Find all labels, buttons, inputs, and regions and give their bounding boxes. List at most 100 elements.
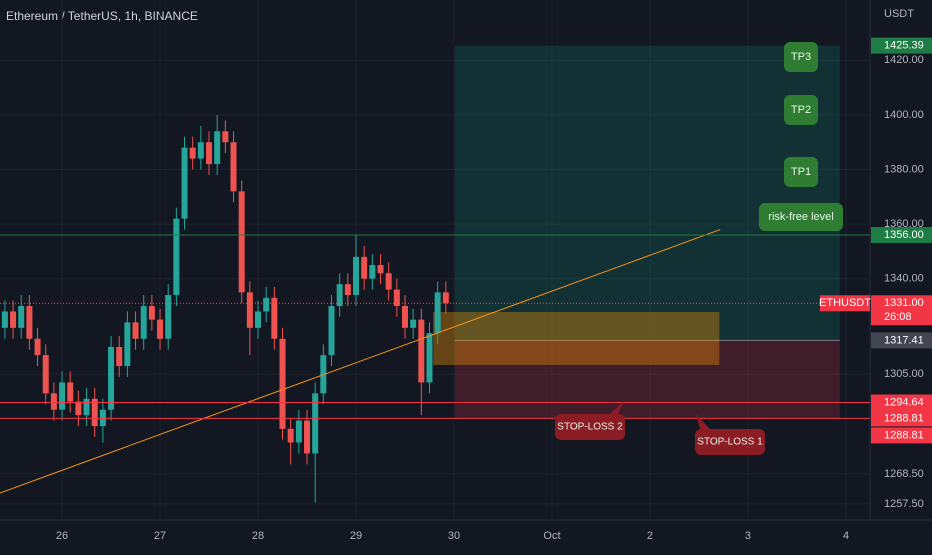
candle-body — [75, 401, 82, 416]
candle-body — [263, 297, 270, 312]
annotation-bubble — [784, 95, 818, 125]
annotation-label: risk-free level — [768, 211, 833, 223]
candle-body — [295, 420, 302, 443]
candle-body — [165, 295, 172, 339]
price-tag — [871, 37, 932, 54]
zone — [433, 312, 720, 365]
candle-body — [18, 305, 25, 328]
candle-body — [173, 218, 180, 296]
y-tick-label: 1340.00 — [884, 273, 924, 285]
annotation-bubble — [784, 157, 818, 187]
candle-body — [34, 338, 41, 356]
bubble-pointer — [696, 414, 710, 429]
candle-body — [157, 319, 164, 339]
y-tick-label: 1257.50 — [884, 498, 924, 510]
annotation-bubble — [695, 429, 765, 455]
chart-title: Ethereum / TetherUS, 1h, BINANCE — [6, 9, 198, 23]
price-tag — [871, 410, 932, 427]
symbol-label: ETHUSDT — [819, 297, 871, 309]
x-tick-label: 29 — [350, 530, 362, 542]
candle-body — [214, 131, 221, 165]
x-tick-label: 27 — [154, 530, 166, 542]
annotation-label: STOP-LOSS 2 — [557, 422, 623, 433]
candle-body — [353, 256, 360, 296]
candle-body — [434, 292, 441, 334]
candle-body — [140, 305, 147, 339]
candle-body — [50, 393, 57, 410]
price-tag — [871, 332, 932, 349]
candle-body — [116, 346, 123, 367]
countdown: 26:08 — [884, 311, 912, 323]
candle-body — [108, 346, 115, 410]
annotation-bubble — [784, 42, 818, 72]
candle-body — [255, 311, 262, 328]
x-tick-label: 3 — [745, 530, 751, 542]
candle-body — [312, 393, 319, 454]
candle-body — [377, 265, 384, 274]
y-tick-label: 1420.00 — [884, 54, 924, 66]
candle-body — [197, 142, 204, 159]
candle-body — [42, 355, 49, 394]
y-tick-label: 1305.00 — [884, 368, 924, 380]
annotation-label: TP2 — [791, 104, 811, 116]
x-tick-label: 4 — [843, 530, 849, 542]
candle-body — [132, 322, 139, 339]
y-tick-label: 1268.50 — [884, 468, 924, 480]
candle-body — [238, 191, 245, 293]
candle-body — [67, 382, 74, 402]
candle-body — [124, 322, 131, 367]
annotation-bubble — [759, 203, 843, 231]
candle-body — [336, 284, 343, 306]
candle-body — [271, 297, 278, 339]
price-tag — [871, 295, 932, 326]
symbol-tag — [820, 295, 870, 312]
loss-zone — [454, 340, 840, 419]
price-tag-label: 1294.64 — [884, 396, 924, 408]
candle-body — [385, 273, 392, 290]
x-tick-label: 30 — [448, 530, 460, 542]
candle-body — [442, 292, 449, 304]
price-tag-label: 1288.81 — [884, 429, 924, 441]
annotation-bubble — [555, 414, 625, 440]
price-tag-label: 1288.81 — [884, 412, 924, 424]
candle-body — [426, 333, 433, 383]
x-tick-label: 2 — [647, 530, 653, 542]
annotation-label: TP3 — [791, 51, 811, 63]
candle-body — [287, 428, 294, 443]
annotation-label: TP1 — [791, 166, 811, 178]
y-tick-label: 1360.00 — [884, 218, 924, 230]
price-tag-label: 1356.00 — [884, 229, 924, 241]
candle-body — [279, 338, 286, 429]
price-tag — [871, 394, 932, 411]
y-tick-label: 1380.00 — [884, 163, 924, 175]
x-tick-label: 26 — [56, 530, 68, 542]
price-tag — [871, 427, 932, 444]
candle-body — [83, 398, 90, 416]
profit-zone — [454, 45, 840, 341]
candle-body — [1, 311, 8, 328]
y-unit: USDT — [884, 8, 914, 20]
candle-body — [393, 289, 400, 306]
candle-body — [206, 142, 213, 165]
candle-body — [246, 292, 253, 328]
y-tick-label: 1400.00 — [884, 109, 924, 121]
candle-body — [410, 319, 417, 328]
bubble-pointer — [610, 401, 624, 414]
price-tag-label: 1425.39 — [884, 40, 924, 52]
candle-body — [26, 305, 33, 339]
candle-body — [10, 311, 17, 328]
annotation-label: STOP-LOSS 1 — [697, 437, 763, 448]
candle-body — [59, 382, 66, 410]
candle-body — [369, 265, 376, 279]
candle-body — [230, 142, 237, 192]
candle-body — [91, 398, 98, 427]
candle-body — [328, 305, 335, 356]
candle-body — [148, 305, 155, 320]
candle-body — [181, 147, 188, 219]
price-tag — [871, 227, 932, 244]
candle-body — [189, 147, 196, 159]
candle-body — [304, 420, 311, 454]
trendline — [0, 229, 721, 494]
x-tick-label: Oct — [543, 530, 560, 542]
